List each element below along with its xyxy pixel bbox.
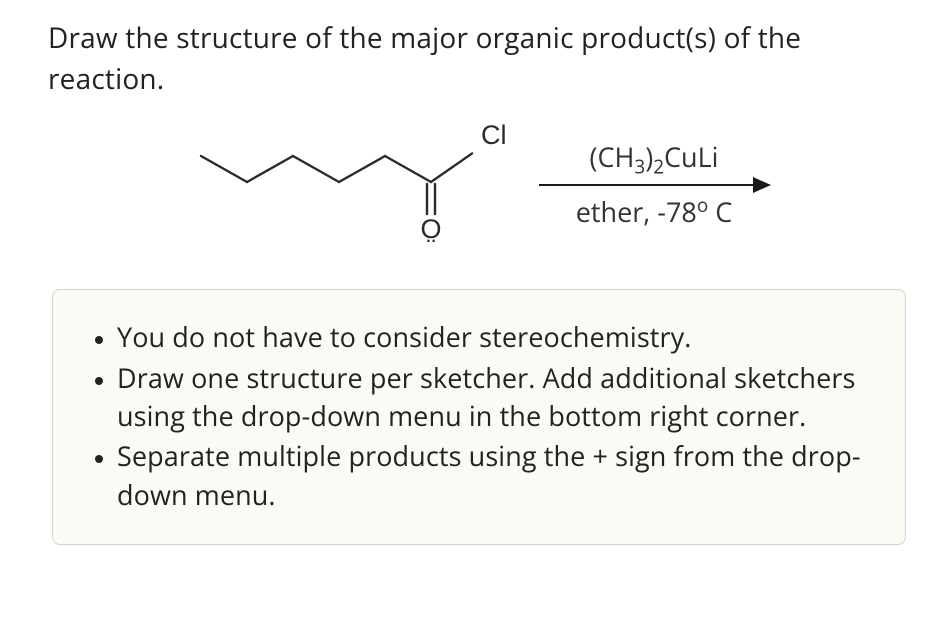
question-container: Draw the structure of the major organic … (0, 0, 950, 565)
reagent-block: (CH3)2CuLi ether, -78o C (539, 138, 769, 229)
question-line-1: Draw the structure of the major organic … (48, 19, 801, 57)
reaction-row: Cl O̤ (CH3)2CuLi ether, -78o C (48, 109, 910, 259)
instruction-item: You do not have to consider stereochemis… (117, 318, 871, 356)
reagent-bottom: ether, -78o C (570, 186, 739, 230)
question-line-2: reaction. (48, 60, 164, 98)
reagent-top: (CH3)2CuLi (584, 138, 725, 183)
instructions-box: You do not have to consider stereochemis… (52, 289, 906, 545)
instruction-item: Draw one structure per sketcher. Add add… (117, 359, 871, 436)
svg-text:O̤: O̤ (420, 214, 441, 244)
reactant-structure: Cl O̤ (189, 114, 509, 254)
question-text: Draw the structure of the major organic … (48, 18, 910, 99)
svg-text:Cl: Cl (481, 120, 507, 150)
reaction-arrow (539, 184, 769, 186)
instructions-list: You do not have to consider stereochemis… (87, 318, 871, 514)
instruction-item: Separate multiple products using the + s… (117, 437, 871, 514)
